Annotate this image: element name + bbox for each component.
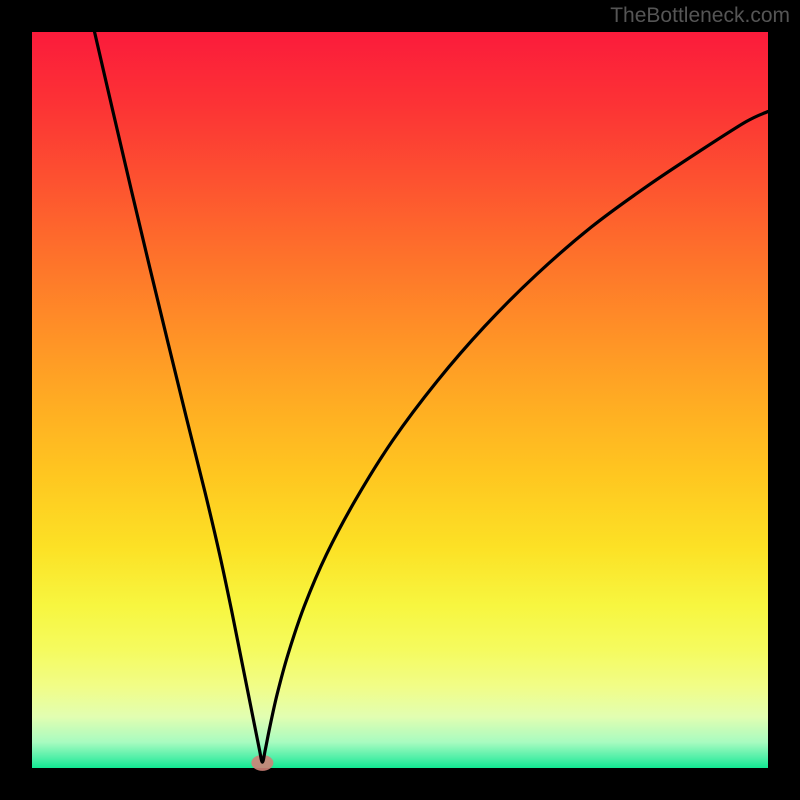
chart-container: TheBottleneck.com xyxy=(0,0,800,800)
plot-background xyxy=(32,32,768,768)
chart-svg xyxy=(0,0,800,800)
watermark-text: TheBottleneck.com xyxy=(610,4,790,28)
